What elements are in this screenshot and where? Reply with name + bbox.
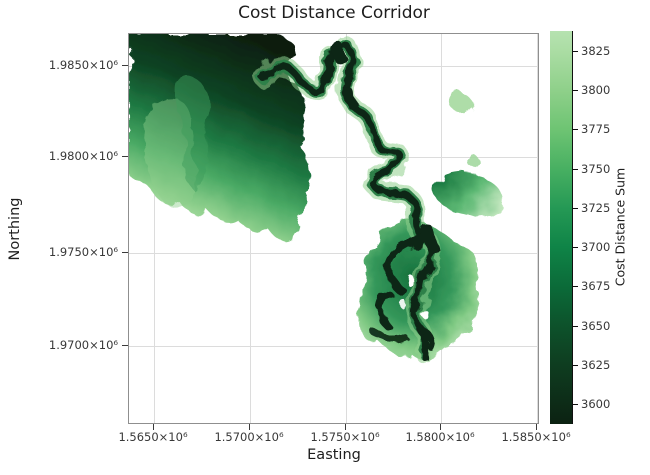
raster-hole: [399, 300, 408, 309]
colorbar-tick-label: 3650: [581, 319, 611, 333]
colorbar-tick: [572, 51, 578, 52]
y-tick-label: 1.9750×10⁶: [48, 245, 118, 259]
gridline: [441, 34, 442, 423]
colorbar: [550, 31, 573, 424]
x-axis-tick: [153, 424, 154, 430]
colorbar-tick: [572, 404, 578, 405]
colorbar-tick-label: 3725: [581, 201, 611, 215]
x-axis-tick: [249, 424, 250, 430]
colorbar-tick: [572, 365, 578, 366]
gridline: [154, 34, 155, 423]
corridor-knot: [341, 86, 358, 110]
x-tick-label: 1.5650×10⁶: [118, 430, 188, 444]
colorbar-tick-label: 3825: [581, 44, 611, 58]
gridline: [346, 34, 347, 423]
southeast-dark-swirl: [377, 291, 394, 330]
colorbar-tick-label: 3675: [581, 279, 611, 293]
gridline: [129, 157, 538, 158]
colorbar-tick: [572, 247, 578, 248]
cost-distance-raster: [129, 34, 504, 362]
gridline: [537, 34, 538, 423]
southeast-dark-swirl: [370, 328, 410, 344]
plot-area: [128, 33, 539, 424]
colorbar-axis-label: Cost Distance Sum: [612, 167, 628, 287]
colorbar-tick: [572, 326, 578, 327]
y-axis-tick: [122, 156, 128, 157]
gridline: [129, 253, 538, 254]
colorbar-tick-label: 3625: [581, 358, 611, 372]
raster-northwest-mid-band: [175, 76, 209, 192]
colorbar-tick-label: 3600: [581, 397, 611, 411]
colorbar-tick-label: 3700: [581, 240, 611, 254]
x-axis-label: Easting: [307, 447, 361, 463]
chart-title: Cost Distance Corridor: [238, 3, 430, 23]
raster-hole: [421, 310, 430, 319]
raster-light-patch: [451, 93, 472, 114]
raster-east-basin: [433, 171, 504, 218]
x-tick-label: 1.5700×10⁶: [214, 430, 284, 444]
x-tick-label: 1.5850×10⁶: [501, 430, 571, 444]
colorbar-tick: [572, 169, 578, 170]
raster-hole: [405, 275, 416, 286]
raster-light-patch: [467, 155, 480, 168]
corridor-branch: [418, 326, 437, 353]
southeast-dark-swirl: [384, 230, 434, 296]
x-axis-tick: [440, 424, 441, 430]
y-axis-tick: [122, 65, 128, 66]
colorbar-tick: [572, 286, 578, 287]
y-axis-tick: [122, 252, 128, 253]
colorbar-tick-label: 3775: [581, 122, 611, 136]
y-tick-label: 1.9800×10⁶: [48, 149, 118, 163]
colorbar-tick: [572, 90, 578, 91]
corridor-knot: [328, 37, 346, 64]
colorbar-tick-label: 3750: [581, 162, 611, 176]
y-tick-label: 1.9850×10⁶: [48, 58, 118, 72]
y-axis-tick: [122, 345, 128, 346]
x-tick-label: 1.5800×10⁶: [405, 430, 475, 444]
x-axis-tick: [345, 424, 346, 430]
gridline: [129, 346, 538, 347]
y-axis-label: Northing: [7, 197, 23, 261]
x-tick-label: 1.5750×10⁶: [310, 430, 380, 444]
colorbar-tick: [572, 129, 578, 130]
y-tick-label: 1.9700×10⁶: [48, 338, 118, 352]
x-axis-tick: [536, 424, 537, 430]
colorbar-tick-label: 3800: [581, 83, 611, 97]
colorbar-tick: [572, 208, 578, 209]
